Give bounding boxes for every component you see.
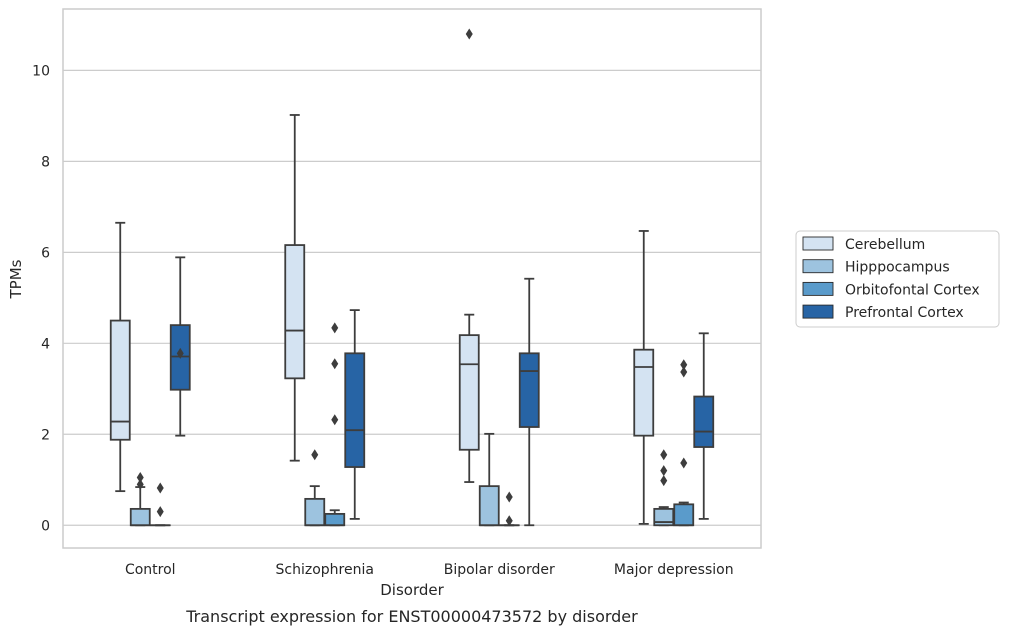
- y-tick-label: 4: [41, 336, 50, 352]
- outlier-point: [137, 472, 144, 483]
- outlier-point: [660, 465, 667, 476]
- legend-swatch: [803, 305, 833, 318]
- legend-label: Orbitofontal Cortex: [845, 282, 980, 298]
- legend-label: Hipppocampus: [845, 260, 950, 276]
- legend-swatch: [803, 282, 833, 295]
- x-tick-labels: Control Schizophrenia Bipolar disorder Majo…: [125, 562, 734, 578]
- grid-lines: [63, 70, 761, 525]
- legend: Cerebellum Hipppocampus Orbitofontal Corte…: [796, 231, 999, 327]
- x-tick-label: Major depression: [614, 562, 734, 578]
- box-rect: [285, 245, 304, 378]
- box-rect: [674, 504, 693, 525]
- chart-caption: Transcript expression for ENST0000047357…: [185, 607, 638, 626]
- y-tick-label: 8: [41, 154, 50, 170]
- outlier-point: [331, 322, 338, 333]
- box-prefrontal-cortex: [694, 333, 713, 519]
- x-tick-label: Bipolar disorder: [444, 562, 555, 578]
- box-cerebellum: [460, 29, 479, 483]
- box-orbitofontal-cortex: [151, 482, 170, 525]
- legend-label: Prefrontal Cortex: [845, 305, 964, 321]
- box-orbitofontal-cortex: [325, 322, 344, 525]
- outlier-point: [680, 457, 687, 468]
- box-cerebellum: [111, 223, 130, 491]
- x-axis-title: Disorder: [380, 581, 444, 599]
- box-rect: [480, 486, 499, 525]
- outlier-point: [660, 449, 667, 460]
- box-rect: [305, 499, 324, 525]
- box-rect: [694, 397, 713, 447]
- box-rect: [131, 509, 150, 525]
- box-hipppocampus: [305, 449, 324, 525]
- box-cerebellum: [634, 231, 653, 524]
- outlier-point: [157, 506, 164, 517]
- outlier-point: [466, 29, 473, 40]
- x-tick-label: Schizophrenia: [276, 562, 374, 578]
- box-hipppocampus: [131, 472, 150, 525]
- outlier-point: [311, 449, 318, 460]
- box-orbitofontal-cortex: [674, 359, 693, 525]
- outlier-point: [506, 492, 513, 503]
- box-hipppocampus: [480, 434, 499, 525]
- y-tick-label: 2: [41, 427, 50, 443]
- box-rect: [634, 350, 653, 436]
- box-hipppocampus: [654, 449, 673, 525]
- y-tick-labels: 0 2 4 6 8 10: [32, 63, 50, 534]
- outlier-point: [680, 359, 687, 370]
- box-prefrontal-cortex: [171, 257, 190, 435]
- y-axis-title: TPMs: [7, 259, 25, 299]
- box-series: [111, 29, 714, 527]
- box-prefrontal-cortex: [345, 310, 364, 519]
- box-cerebellum: [285, 115, 304, 461]
- y-tick-label: 0: [41, 518, 50, 534]
- outlier-point: [157, 482, 164, 493]
- plot-frame: [63, 9, 761, 548]
- legend-swatch: [803, 260, 833, 273]
- box-rect: [520, 353, 539, 427]
- box-prefrontal-cortex: [520, 279, 539, 526]
- outlier-point: [660, 475, 667, 486]
- box-rect: [345, 353, 364, 467]
- legend-label: Cerebellum: [845, 237, 925, 253]
- outlier-point: [331, 414, 338, 425]
- x-tick-label: Control: [125, 562, 176, 578]
- legend-swatch: [803, 237, 833, 250]
- box-rect: [460, 335, 479, 450]
- box-orbitofontal-cortex: [500, 492, 519, 527]
- box-rect: [325, 514, 344, 525]
- y-tick-label: 6: [41, 245, 50, 261]
- y-tick-label: 10: [32, 63, 50, 79]
- outlier-point: [331, 358, 338, 369]
